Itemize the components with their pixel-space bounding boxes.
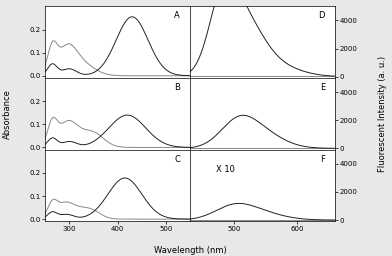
Text: C: C [174,155,180,164]
Text: D: D [319,12,325,20]
Text: Wavelength (nm): Wavelength (nm) [154,246,227,255]
Text: X 10: X 10 [216,165,235,174]
Text: E: E [320,83,325,92]
Text: A: A [174,12,180,20]
Text: Fluorescent Intensity (a. u.): Fluorescent Intensity (a. u.) [378,56,387,172]
Text: Absorbance: Absorbance [3,89,11,139]
Text: B: B [174,83,180,92]
Text: F: F [320,155,325,164]
